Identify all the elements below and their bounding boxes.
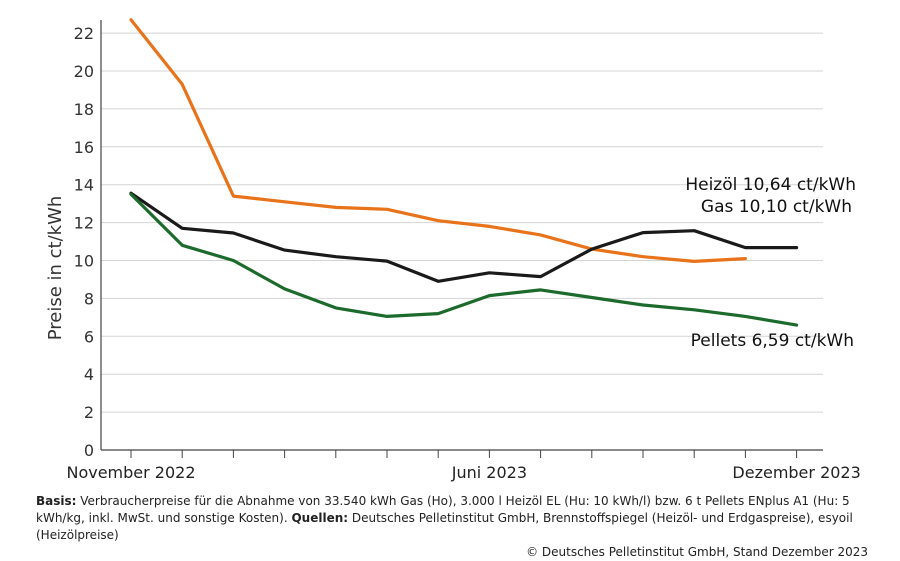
y-tick-label: 4 [84, 365, 94, 384]
y-tick-label: 14 [74, 176, 94, 195]
annotation-heizoel: Heizöl 10,64 ct/kWh [685, 175, 856, 195]
sources-text: Deutsches Pelletinstitut GmbH, Brennstof… [36, 511, 853, 542]
series-line-gas [129, 191, 799, 283]
axes [100, 20, 823, 458]
y-tick-label: 6 [84, 327, 94, 346]
y-tick-label: 16 [74, 138, 94, 157]
basis-label: Basis: [36, 494, 77, 508]
basis-text: Verbraucherpreise für die Abnahme von 33… [36, 494, 850, 525]
x-tick-labels: November 2022 Juni 2023 Dezember 2023 [66, 463, 860, 482]
y-tick-label: 18 [74, 100, 94, 119]
footer-basis: Basis: Verbraucherpreise für die Abnahme… [36, 493, 868, 544]
sources-label: Quellen: [291, 511, 349, 525]
x-tick-label: Juni 2023 [451, 463, 527, 482]
annotation-gas: Gas 10,10 ct/kWh [701, 197, 852, 217]
series-lines [129, 18, 799, 327]
y-tick-label: 0 [84, 441, 94, 460]
series-line-heizl [129, 18, 747, 263]
y-tick-label: 2 [84, 403, 94, 422]
series-line-pellets [129, 192, 799, 327]
price-line-chart: 0 2 4 6 8 10 12 14 16 18 20 22 November 2022 Juni 20… [45, 18, 861, 482]
y-axis-label: Preise in ct/kWh [45, 196, 66, 341]
y-tick-label: 20 [74, 62, 94, 81]
x-tick-label: November 2022 [66, 463, 195, 482]
annotation-pellets: Pellets 6,59 ct/kWh [691, 331, 854, 351]
y-tick-label: 8 [84, 289, 94, 308]
x-tick-label: Dezember 2023 [732, 463, 860, 482]
footer-notes: Basis: Verbraucherpreise für die Abnahme… [36, 493, 868, 561]
y-tick-labels: 0 2 4 6 8 10 12 14 16 18 20 22 [74, 24, 94, 460]
y-tick-label: 12 [74, 214, 94, 233]
y-tick-label: 10 [74, 252, 94, 271]
y-tick-label: 22 [74, 24, 94, 43]
footer-credit: © Deutsches Pelletinstitut GmbH, Stand D… [526, 545, 868, 559]
